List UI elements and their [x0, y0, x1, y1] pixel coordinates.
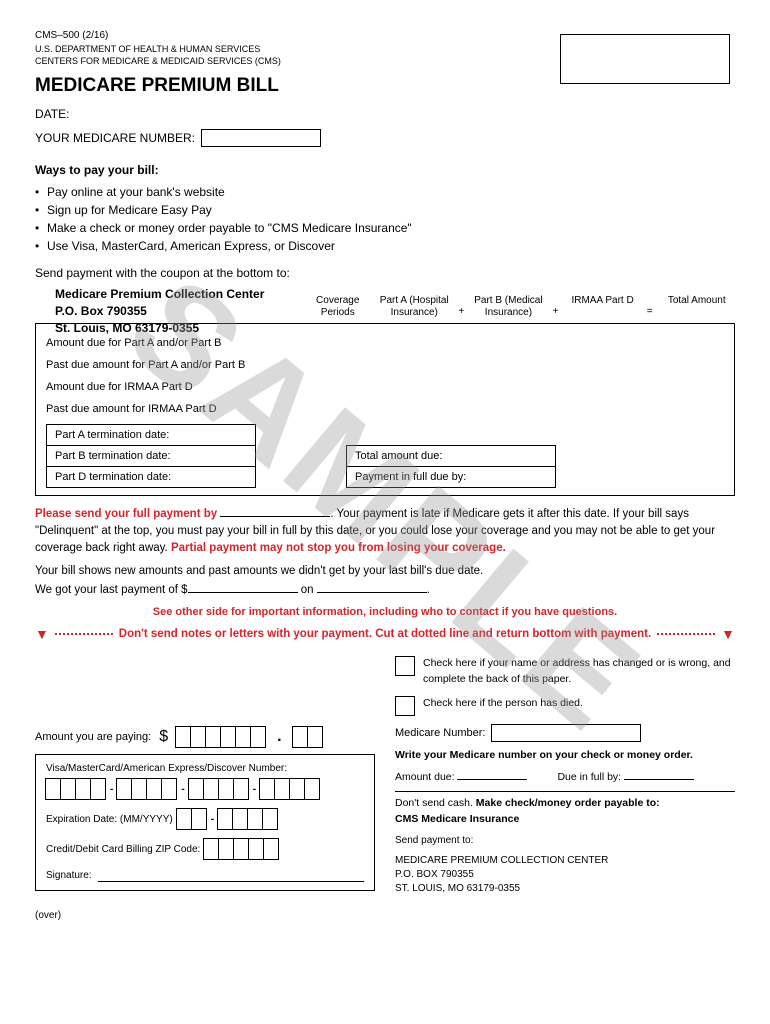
check-died-row: Check here if the person has died. — [395, 696, 735, 716]
exp-row: Expiration Date: (MM/YYYY) - — [46, 808, 364, 830]
cms-line: CMS Medicare Insurance — [395, 812, 735, 828]
last-payment-line: We got your last payment of $ on . — [35, 583, 735, 596]
term-d-box: Part D termination date: — [46, 466, 256, 488]
payable: Make check/money order payable to: — [473, 797, 660, 809]
medicare-number-row: YOUR MEDICARE NUMBER: — [35, 129, 735, 147]
amount-paying-label: Amount you are paying: — [35, 731, 151, 743]
signature-label: Signature: — [46, 870, 92, 881]
coupon-left: Amount you are paying: $ . Visa/MasterCa… — [35, 656, 375, 896]
payment-due-box: Payment in full due by: — [346, 466, 556, 488]
col-irmaa: IRMAA Part D — [564, 295, 641, 319]
amount-row: Past due amount for Part A and/or Part B — [46, 354, 724, 376]
blank-amt-due[interactable] — [457, 770, 527, 780]
warning-text: Please send your full payment by . Your … — [35, 506, 735, 558]
way-item: Pay online at your bank's website — [35, 183, 735, 201]
write-number-text: Write your Medicare number on your check… — [395, 748, 735, 764]
digit-group-cents[interactable] — [293, 726, 323, 748]
zip-label: Credit/Debit Card Billing ZIP Code: — [46, 844, 200, 855]
term-b-box: Part B termination date: — [46, 445, 256, 467]
blank-date[interactable] — [220, 507, 330, 517]
medicare-number-box[interactable] — [201, 129, 321, 147]
medicare-number-label: YOUR MEDICARE NUMBER: — [35, 131, 195, 145]
way-item: Use Visa, MasterCard, American Express, … — [35, 237, 735, 255]
nocash: Don't send cash. — [395, 797, 473, 809]
date-label: DATE: — [35, 107, 735, 121]
sendto: Send payment to: — [395, 834, 735, 848]
medicare-number-coupon-row: Medicare Number: — [395, 724, 735, 742]
warn-lead: Please send your full payment by — [35, 508, 217, 520]
see-other-side: See other side for important information… — [35, 606, 735, 618]
amounts-box: Amount due for Part A and/or Part B Past… — [35, 323, 735, 496]
signature-line[interactable] — [98, 868, 364, 882]
exp-year[interactable] — [218, 808, 278, 830]
pay-line: P.O. BOX 790355 — [395, 868, 735, 882]
plus-sign: + — [453, 295, 471, 319]
pay-line: MEDICARE PREMIUM COLLECTION CENTER — [395, 854, 735, 868]
dollar-sign: $ — [159, 728, 168, 746]
dotted-line — [657, 633, 715, 635]
coupon-section: Amount you are paying: $ . Visa/MasterCa… — [35, 656, 735, 896]
digit-group[interactable] — [176, 726, 266, 748]
zip-digits[interactable] — [204, 838, 279, 860]
ways-list: Pay online at your bank's website Sign u… — [35, 183, 735, 255]
header-empty-box — [560, 34, 730, 84]
checkbox-name-changed[interactable] — [395, 656, 415, 676]
bill-shows-text: Your bill shows new amounts and past amo… — [35, 565, 735, 577]
exp-label: Expiration Date: (MM/YYYY) — [46, 814, 173, 825]
dotted-line — [55, 633, 113, 635]
nocash-line: Don't send cash. Make check/money order … — [395, 796, 735, 812]
check-name-row: Check here if your name or address has c… — [395, 656, 735, 688]
col-parta: Part A (Hospital Insurance) — [376, 295, 453, 319]
credit-card-box: Visa/MasterCard/American Express/Discove… — [35, 754, 375, 891]
amount-row: Past due amount for IRMAA Part D — [46, 398, 724, 420]
med-num-label: Medicare Number: — [395, 725, 485, 742]
warn-partial: Partial payment may not stop you from lo… — [168, 542, 506, 554]
col-total: Total Amount — [658, 295, 735, 319]
column-headers: Coverage Periods Part A (Hospital Insura… — [35, 295, 735, 319]
triangle-icon: ▼ — [35, 626, 49, 642]
way-item: Make a check or money order payable to "… — [35, 219, 735, 237]
term-a-box: Part A termination date: — [46, 424, 256, 446]
due-full-label: Due in full by: — [557, 771, 621, 783]
eq-sign: = — [641, 295, 659, 319]
col-coverage: Coverage Periods — [299, 295, 376, 319]
cut-line: ▼ Don't send notes or letters with your … — [35, 626, 735, 642]
amount-due-row: Amount due: Due in full by: — [395, 770, 735, 786]
med-num-box[interactable] — [491, 724, 641, 742]
last-pay-lead: We got your last payment of $ — [35, 584, 188, 596]
amount-paying-row: Amount you are paying: $ . — [35, 726, 375, 748]
ways-heading: Ways to pay your bill: — [35, 163, 735, 177]
blank-amount[interactable] — [188, 583, 298, 593]
plus-sign: + — [547, 295, 565, 319]
check-name-text: Check here if your name or address has c… — [423, 656, 735, 688]
total-due-box: Total amount due: — [346, 445, 556, 467]
send-payment-text: Send payment with the coupon at the bott… — [35, 265, 735, 282]
coupon-right: Check here if your name or address has c… — [395, 656, 735, 896]
exp-month[interactable] — [177, 808, 207, 830]
checkbox-died[interactable] — [395, 696, 415, 716]
cc-number-label: Visa/MasterCard/American Express/Discove… — [46, 763, 364, 774]
check-died-text: Check here if the person has died. — [423, 696, 583, 716]
cc-number-row[interactable]: - - - — [46, 778, 364, 800]
blank-on-date[interactable] — [317, 583, 427, 593]
sub-boxes: Part A termination date: Part B terminat… — [46, 424, 724, 487]
amount-row: Amount due for IRMAA Part D — [46, 376, 724, 398]
amt-due-label: Amount due: — [395, 771, 455, 783]
triangle-icon: ▼ — [721, 626, 735, 642]
blank-due-full[interactable] — [624, 770, 694, 780]
last-pay-on: on — [298, 584, 317, 596]
signature-row: Signature: — [46, 868, 364, 882]
pay-to-block: Send payment to: MEDICARE PREMIUM COLLEC… — [395, 834, 735, 896]
over-text: (over) — [35, 910, 735, 921]
zip-row: Credit/Debit Card Billing ZIP Code: — [46, 838, 364, 860]
pay-line: ST. LOUIS, MO 63179-0355 — [395, 882, 735, 896]
way-item: Sign up for Medicare Easy Pay — [35, 201, 735, 219]
col-partb: Part B (Medical Insurance) — [470, 295, 547, 319]
cut-instruction: Don't send notes or letters with your pa… — [119, 628, 651, 640]
